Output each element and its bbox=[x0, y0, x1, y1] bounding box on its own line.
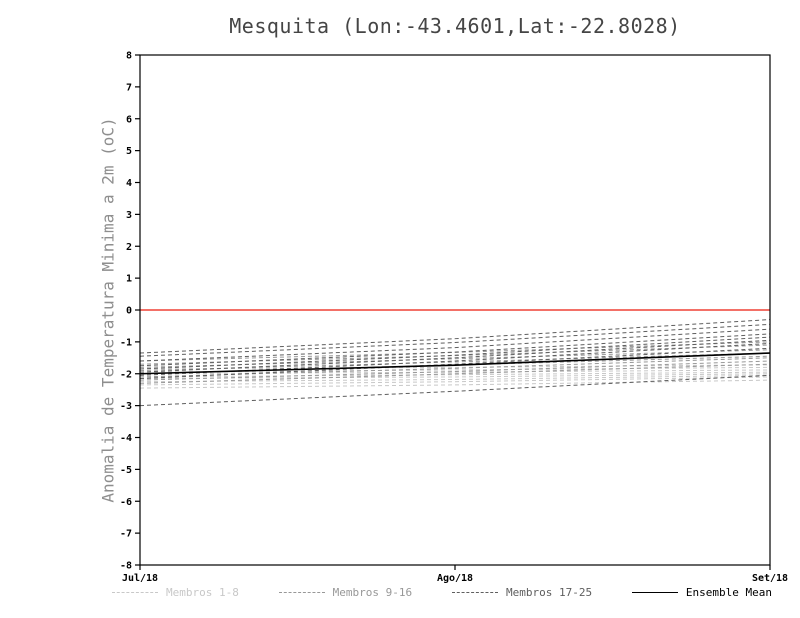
y-tick-label: 4 bbox=[126, 178, 132, 189]
y-tick-label: 7 bbox=[126, 82, 132, 93]
member-line bbox=[139, 333, 771, 367]
x-tick-label: Ago/18 bbox=[437, 573, 473, 584]
chart-title: Mesquita (Lon:-43.4601,Lat:-22.8028) bbox=[229, 14, 681, 38]
chart-legend: Membros 1-8 Membros 9-16 Membros 17-25 Ense… bbox=[112, 586, 772, 599]
member-line bbox=[139, 363, 771, 384]
member-line bbox=[139, 371, 771, 378]
y-tick-label: 0 bbox=[126, 306, 132, 317]
y-tick-label: -7 bbox=[120, 529, 132, 540]
legend-item: Ensemble Mean bbox=[631, 586, 772, 599]
member-line bbox=[139, 339, 771, 373]
y-tick-label: 6 bbox=[126, 114, 132, 125]
legend-label: Ensemble Mean bbox=[685, 586, 772, 599]
legend-label: Membros 9-16 bbox=[332, 586, 413, 599]
member-line bbox=[139, 379, 771, 389]
legend-label: Membros 17-25 bbox=[505, 586, 593, 599]
member-line bbox=[139, 328, 771, 362]
legend-line-sample bbox=[278, 592, 325, 593]
y-tick-label: -2 bbox=[120, 369, 132, 380]
y-tick-label: -1 bbox=[120, 337, 132, 348]
y-tick-label: 3 bbox=[126, 210, 132, 221]
member-line bbox=[139, 364, 771, 370]
member-line bbox=[139, 323, 771, 357]
legend-item: Membros 17-25 bbox=[451, 586, 593, 599]
y-tick-label: -6 bbox=[120, 497, 132, 508]
member-line bbox=[139, 374, 771, 383]
member-line bbox=[139, 360, 771, 381]
y-tick-label: 2 bbox=[126, 242, 132, 253]
y-tick-label: 1 bbox=[126, 274, 132, 285]
y-tick-label: -4 bbox=[120, 433, 132, 444]
legend-line-sample bbox=[631, 592, 678, 593]
member-line bbox=[139, 374, 771, 407]
legend-item: Membros 9-16 bbox=[278, 586, 413, 599]
legend-line-sample bbox=[451, 592, 498, 593]
y-tick-label: -8 bbox=[120, 561, 132, 572]
legend-item: Membros 1-8 bbox=[112, 586, 239, 599]
member-line bbox=[139, 373, 771, 380]
x-tick-label: Set/18 bbox=[752, 573, 788, 584]
member-line bbox=[139, 369, 771, 375]
y-tick-label: -3 bbox=[120, 401, 132, 412]
y-tick-label: -5 bbox=[120, 465, 132, 476]
legend-label: Membros 1-8 bbox=[166, 586, 239, 599]
member-line bbox=[139, 336, 771, 370]
ensemble-mean-line bbox=[139, 352, 771, 375]
member-line bbox=[139, 319, 771, 354]
y-tick-label: 8 bbox=[126, 51, 132, 62]
y-tick-label: 5 bbox=[126, 146, 132, 157]
member-line bbox=[139, 347, 771, 380]
member-line bbox=[139, 376, 771, 386]
legend-line-sample bbox=[112, 592, 158, 593]
x-tick-label: Jul/18 bbox=[122, 573, 158, 584]
